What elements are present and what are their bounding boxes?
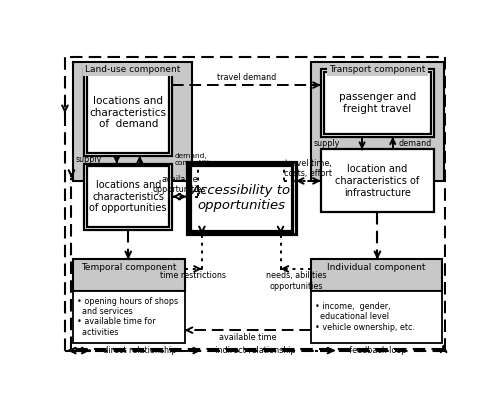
Text: time restrictions: time restrictions <box>160 271 226 280</box>
Text: Land-use component: Land-use component <box>85 65 181 74</box>
Bar <box>321 149 434 212</box>
Text: Individual component: Individual component <box>327 263 426 272</box>
Text: available time: available time <box>219 333 277 341</box>
Text: Transport component: Transport component <box>329 65 426 74</box>
Text: Accessibility to
opportunities: Accessibility to opportunities <box>192 184 291 212</box>
Text: available
opportunities: available opportunities <box>152 175 206 194</box>
Text: • opening hours of shops
  and services
• available time for
  activities: • opening hours of shops and services • … <box>77 297 178 337</box>
Bar <box>311 62 444 181</box>
Bar <box>187 162 296 234</box>
Text: locations and
characteristics
of opportunities: locations and characteristics of opportu… <box>90 180 167 213</box>
Text: supply: supply <box>75 155 101 164</box>
Text: travel time,
costs, effort: travel time, costs, effort <box>284 159 332 178</box>
Bar <box>73 291 185 343</box>
Text: locations and
characteristics
of  demand: locations and characteristics of demand <box>90 96 167 129</box>
Bar <box>191 165 292 231</box>
Text: demand: demand <box>399 139 432 148</box>
Text: passenger and
freight travel: passenger and freight travel <box>339 92 416 114</box>
Bar <box>84 164 172 230</box>
Bar <box>324 72 431 134</box>
Text: supply: supply <box>313 139 340 148</box>
Bar <box>73 259 185 291</box>
Bar <box>87 72 169 153</box>
Bar <box>87 166 169 227</box>
Text: demand,
competition: demand, competition <box>174 153 218 166</box>
Bar <box>73 62 192 181</box>
Text: needs, abilities
opportunities: needs, abilities opportunities <box>266 271 326 291</box>
Text: Temporal component: Temporal component <box>81 263 177 272</box>
Bar <box>311 291 442 343</box>
Text: • income,  gender,
  educational level
• vehicle ownership, etc.: • income, gender, educational level • ve… <box>315 302 415 332</box>
Text: = direct relationship: = direct relationship <box>95 346 177 355</box>
Bar <box>311 259 442 291</box>
Bar <box>321 69 434 137</box>
Text: location and
characteristics of
infrastructure: location and characteristics of infrastr… <box>335 164 420 197</box>
Text: = indirect relationship: = indirect relationship <box>206 346 296 355</box>
Text: travel demand: travel demand <box>217 73 276 82</box>
Bar <box>84 69 172 156</box>
Text: = feedback loop: = feedback loop <box>340 346 406 355</box>
